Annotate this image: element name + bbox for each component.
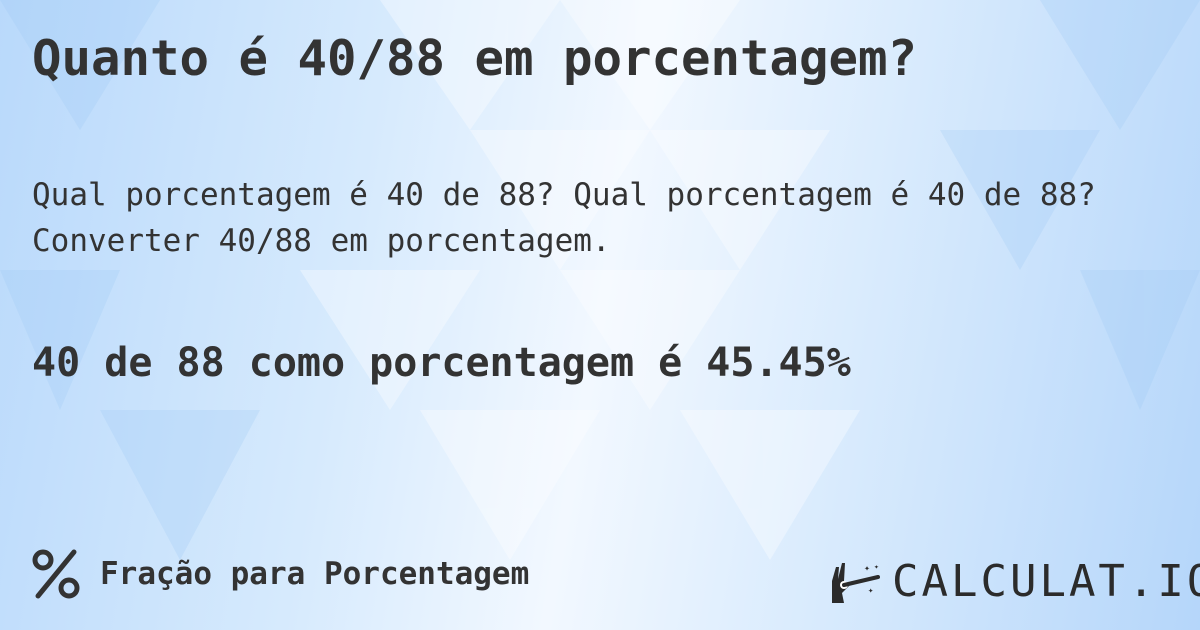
svg-text:✦: ✦: [864, 563, 870, 574]
page-title: Quanto é 40/88 em porcentagem?: [32, 30, 918, 87]
magic-hand-wand-icon: ✦ ✦ ✦: [832, 562, 880, 603]
question-line-1: Qual porcentagem é 40 de 88? Qual porcen…: [32, 177, 1096, 213]
calculat-io-logo[interactable]: ✦ ✦ ✦ CALCULAT.IO: [828, 556, 1200, 607]
logo-text: CALCULAT.IO: [892, 556, 1200, 607]
footer-label: Fração para Porcentagem: [100, 556, 530, 592]
fraction-to-percentage-link[interactable]: Fração para Porcentagem: [30, 548, 529, 600]
question-line-2: Converter 40/88 em porcentagem.: [32, 223, 611, 259]
percent-icon: [32, 549, 80, 599]
svg-text:✦: ✦: [874, 562, 879, 571]
question-text: Qual porcentagem é 40 de 88? Qual porcen…: [32, 172, 1096, 264]
svg-text:✦: ✦: [868, 586, 874, 596]
answer-text: 40 de 88 como porcentagem é 45.45%: [32, 340, 851, 386]
